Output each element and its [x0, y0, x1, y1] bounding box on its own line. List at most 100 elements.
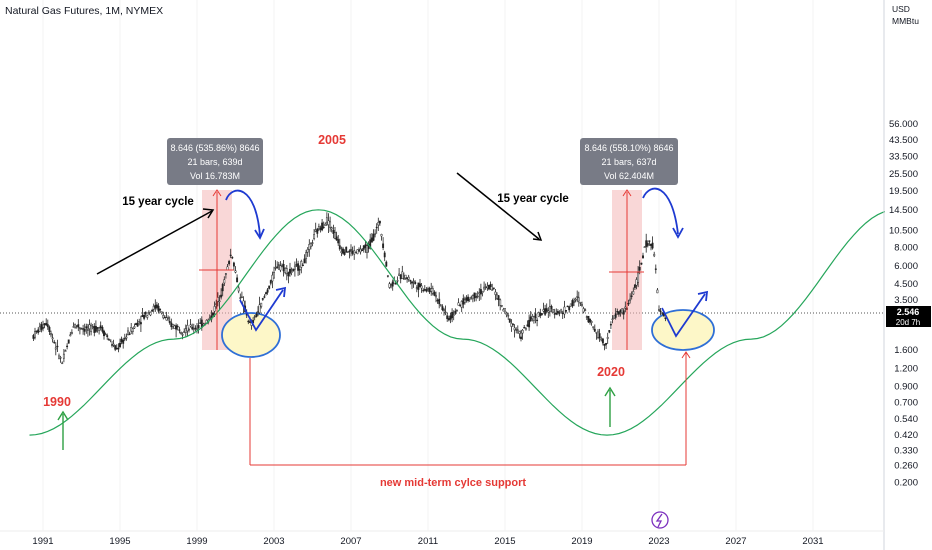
candle-body	[613, 315, 616, 319]
candle-body	[481, 291, 484, 293]
candle-body	[287, 272, 290, 277]
candle-body	[83, 328, 86, 332]
price-unit-currency: USD	[892, 4, 910, 14]
candle-body	[428, 288, 431, 293]
candle-body	[321, 222, 324, 231]
candle-body	[115, 347, 118, 350]
candle-body	[112, 343, 115, 346]
candle-body	[98, 327, 101, 331]
candle-body	[563, 306, 566, 315]
candle-body	[574, 298, 577, 301]
time-axis-label: 2003	[263, 536, 284, 547]
candle-body	[40, 324, 43, 330]
candle-body	[415, 287, 418, 289]
candle-body	[120, 338, 123, 343]
blue-v-arrow-left	[239, 286, 287, 332]
blue-v-arrow-right	[661, 290, 709, 338]
current-price-value: 2.546	[897, 307, 920, 317]
candle-body	[579, 302, 582, 304]
candle-body	[630, 295, 633, 297]
candle-body	[343, 251, 346, 255]
candle-body	[151, 310, 154, 312]
candle-body	[531, 316, 534, 320]
candle-body	[592, 326, 595, 328]
candle-body	[353, 250, 356, 255]
lightning-icon[interactable]	[651, 511, 669, 529]
candle-body	[232, 262, 235, 267]
candle-body	[257, 311, 259, 313]
candle-body	[486, 285, 489, 289]
candle-body	[109, 339, 112, 341]
grid-layer	[42, 0, 814, 531]
label-cycle-left: 15 year cycle	[122, 196, 194, 208]
candle-body	[370, 237, 373, 243]
candle-body	[167, 317, 170, 319]
candle-body	[96, 327, 99, 329]
candle-body	[196, 328, 198, 330]
candle-body	[34, 331, 36, 338]
price-unit-measure: MMBtu	[892, 16, 919, 26]
time-axis-label: 2031	[802, 536, 823, 547]
candle-body	[290, 271, 293, 273]
candle-body	[436, 299, 439, 302]
measure-tooltip-right: 8.646 (558.10%) 8646 21 bars, 637d Vol 6…	[580, 138, 678, 185]
candle-body	[471, 295, 474, 300]
candle-body	[265, 292, 267, 294]
candle-body	[149, 312, 152, 316]
candle-body	[659, 310, 662, 312]
price-axis[interactable]	[885, 0, 932, 550]
candle-body	[72, 326, 75, 328]
candle-body	[433, 291, 436, 296]
candle-body	[59, 357, 62, 359]
candle-body	[454, 310, 457, 314]
candle-body	[269, 280, 272, 284]
candle-body	[345, 246, 348, 253]
price-axis-label: 1.600	[894, 345, 918, 356]
candle-body	[130, 327, 133, 332]
candle-body	[170, 322, 173, 328]
candle-body	[441, 306, 444, 311]
candle-body	[475, 296, 478, 298]
candle-body	[508, 318, 511, 323]
candle-body	[420, 285, 423, 289]
candle-body	[603, 343, 606, 346]
candle-body	[661, 312, 664, 314]
candle-body	[274, 267, 277, 269]
candle-body	[377, 222, 380, 226]
candle-body	[526, 324, 529, 327]
candle-body	[99, 325, 102, 329]
candle-body	[404, 274, 407, 279]
candle-body	[523, 327, 526, 329]
candle-body	[80, 328, 83, 330]
candle-body	[247, 320, 250, 323]
candle-body	[467, 296, 470, 302]
candle-body	[240, 296, 243, 298]
candle-body	[308, 244, 311, 250]
candle-body	[419, 283, 421, 288]
candle-body	[489, 284, 492, 288]
tooltip-left-line2: 21 bars, 639d	[187, 157, 242, 167]
candle-body	[117, 347, 120, 350]
candle-body	[192, 328, 195, 330]
candle-body	[390, 284, 393, 286]
candle-body	[435, 295, 437, 298]
price-axis-label: 0.330	[894, 445, 918, 456]
candle-body	[577, 297, 580, 302]
candle-body	[473, 292, 476, 299]
candle-body	[305, 252, 308, 259]
candle-body	[460, 301, 463, 308]
candle-body	[548, 306, 551, 312]
candle-body	[69, 334, 72, 337]
candle-body	[632, 291, 635, 295]
candle-body	[553, 313, 556, 315]
candle-body	[88, 324, 91, 330]
time-axis-labels[interactable]: 1991 1995 1999 2003 2007 2011 2015 2019 2023 2027…	[32, 536, 823, 547]
candle-body	[585, 316, 588, 318]
candle-body	[133, 326, 136, 329]
candle-body	[197, 325, 200, 329]
candle-body	[375, 226, 378, 229]
candle-body	[547, 310, 550, 313]
candle-body	[131, 328, 134, 332]
